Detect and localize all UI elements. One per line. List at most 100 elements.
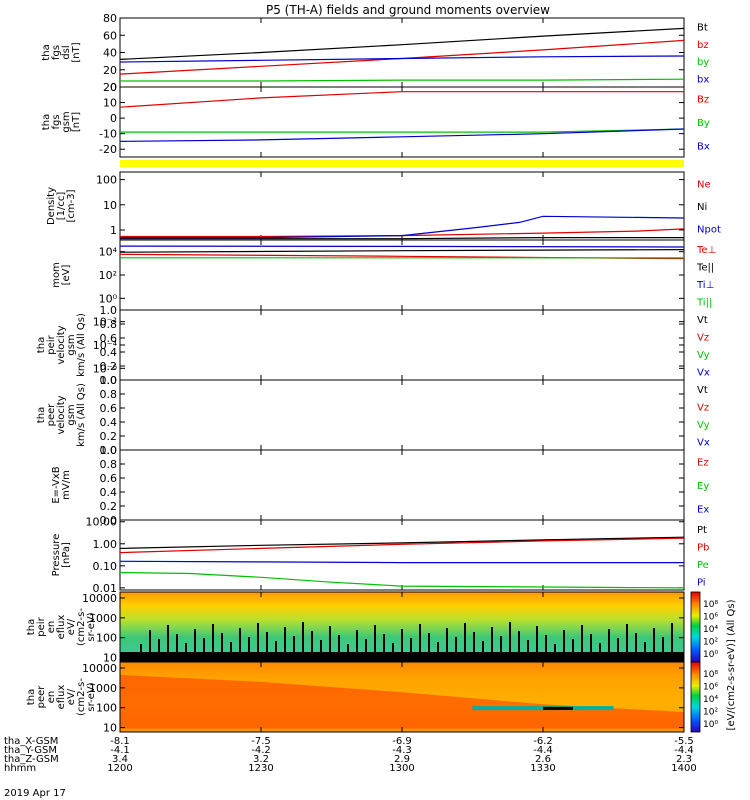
spectrogram-speckle	[536, 626, 538, 652]
spectrogram-speckle	[257, 623, 259, 652]
y-tick-label: 0.01	[93, 582, 118, 595]
legend-Ti⊥: Ti⊥	[696, 280, 714, 291]
panel-density: 100 10 1 Density [1/cc] [cm-3] Ne Ni Npot	[46, 171, 721, 241]
y-axis-label-line: mV/m	[61, 470, 72, 500]
time-axis-value: 3.4	[112, 754, 128, 765]
time-axis-row-label: tha_Z-GSM	[4, 754, 59, 765]
spectrogram-speckle	[221, 633, 223, 652]
time-axis-value: 1300	[389, 763, 414, 774]
colorbar-tick-label: 10⁶	[703, 613, 718, 623]
time-axis-value: -7.5	[251, 736, 271, 747]
series-Npot	[120, 215, 685, 239]
spectrogram-speckle	[464, 623, 466, 652]
spectrogram-speckle	[140, 644, 142, 652]
spectrogram-speckle	[419, 624, 421, 652]
series-Pi	[119, 560, 684, 564]
y-axis-label-line: km/s (All Qs)	[76, 383, 87, 447]
y-axis-label-line: sr-eV)	[86, 612, 97, 641]
legend-By: By	[697, 118, 710, 129]
legend-Bz: Bz	[697, 95, 709, 106]
colorbar-label-text: [eV/(cm2-s-sr-eV)] (All Qs)	[726, 599, 737, 730]
series-By	[120, 128, 685, 133]
y-tick-label: 0.6	[100, 332, 118, 345]
colorbar-tick-label: 10⁶	[703, 683, 718, 693]
colorbar-tick-label: 10⁰	[703, 650, 718, 660]
spectrogram-speckle	[374, 625, 376, 652]
y-axis-label-line: peer	[46, 403, 57, 427]
spectrogram-speckle	[599, 643, 601, 652]
y-tick-label: -10	[99, 128, 117, 141]
y-tick-label: 40	[103, 47, 117, 60]
y-tick-label: 1.0	[100, 444, 118, 457]
spectrogram-speckle	[473, 632, 475, 652]
y-axis-label: tha fgs dsl [nT]	[41, 42, 82, 62]
spectrogram-speckle	[545, 635, 547, 652]
time-axis: 2019 Apr 17 tha_X-GSM -8.1 -7.5 -6.9 -6.2 -5.…	[4, 736, 697, 799]
y-tick-label: 1.00	[93, 538, 118, 551]
y-axis-label-line: velocity	[56, 325, 67, 364]
series-Pb	[119, 537, 685, 554]
date-label: 2019 Apr 17	[4, 788, 66, 799]
spectrogram-speckle	[203, 638, 205, 652]
time-axis-value: -6.9	[392, 736, 412, 747]
y-tick-label: 10⁻²	[93, 316, 117, 329]
spectrogram-speckle	[509, 622, 511, 652]
y-tick-label: 10	[103, 97, 117, 110]
series-Bz	[119, 91, 684, 108]
panel-peer-en-eflux: 10000 1000 100 10 tha peer en eflux eV/(cm2-s-sr…	[26, 661, 685, 735]
y-tick-label: 0.6	[100, 472, 118, 485]
y-tick-label: 1000	[89, 682, 117, 695]
panel-frame	[119, 17, 685, 88]
y-tick-label: 100	[96, 702, 117, 715]
y-tick-label: 0.10	[93, 560, 118, 573]
spectrogram-speckle	[212, 624, 214, 652]
y-tick-label: 10⁻⁴	[93, 339, 118, 352]
spectrogram-speckle	[194, 629, 196, 652]
series-bx	[119, 55, 685, 63]
y-axis-label-line: [nT]	[71, 42, 82, 62]
spectrogram-speckle	[158, 639, 160, 652]
y-tick-label: 0.8	[100, 458, 118, 471]
spectrogram-speckle	[275, 641, 277, 652]
y-tick-label: 0.0	[100, 374, 118, 387]
spectrogram-speckle	[644, 642, 646, 652]
y-tick-label: 10000	[82, 592, 117, 605]
time-axis-value: -4.4	[533, 745, 553, 756]
y-axis-label-line: tha	[41, 44, 52, 60]
spectrogram-speckle	[527, 640, 529, 652]
panel-fgs-gsm: 20 10 0 -10 -20 tha fgs gsm [nT] Bz By Bx	[41, 81, 710, 158]
time-axis-value: -6.2	[533, 736, 553, 747]
y-tick-label: 10	[103, 199, 117, 212]
y-axis-label-line: eflux	[56, 685, 67, 710]
spectrogram-speckle	[437, 642, 439, 652]
time-axis-row-label: hhmm	[4, 763, 36, 774]
panel-frame	[119, 309, 685, 381]
spectrogram-speckle	[428, 633, 430, 652]
legend-by: by	[697, 57, 709, 68]
panel-pressure: 10.00 1.00 0.10 0.01 Pressure [nPa] Pt Pb Pe Pi	[51, 516, 709, 595]
spectrogram-speckle	[392, 643, 394, 652]
y-axis-label-line: dsl	[61, 45, 72, 59]
time-axis-value: 1200	[107, 763, 132, 774]
time-axis-value: 2.3	[676, 754, 692, 765]
legend-Pt: Pt	[697, 525, 707, 536]
y-tick-label: 1000	[89, 612, 117, 625]
spectrogram-speckle	[563, 630, 565, 652]
legend-Vy: Vy	[697, 350, 710, 361]
y-tick-label: 1	[110, 224, 117, 237]
time-axis-row-label: tha_Y-GSM	[4, 745, 57, 756]
spectrogram-peak-region	[120, 674, 684, 729]
time-axis-value: -5.5	[674, 736, 694, 747]
y-axis-label-line: fgs	[51, 45, 62, 60]
y-axis-label-line: tha	[36, 407, 47, 423]
series-Ti⊥	[119, 245, 685, 248]
y-axis-label: E=-VxB mV/m	[51, 466, 72, 503]
spectrogram-speckle	[410, 638, 412, 652]
time-axis-value: -4.2	[251, 745, 271, 756]
spectrogram-speckle	[239, 628, 241, 652]
spectrogram-speckle	[311, 631, 313, 652]
y-axis-label-line: en	[46, 691, 57, 704]
series-Te||	[119, 249, 685, 253]
